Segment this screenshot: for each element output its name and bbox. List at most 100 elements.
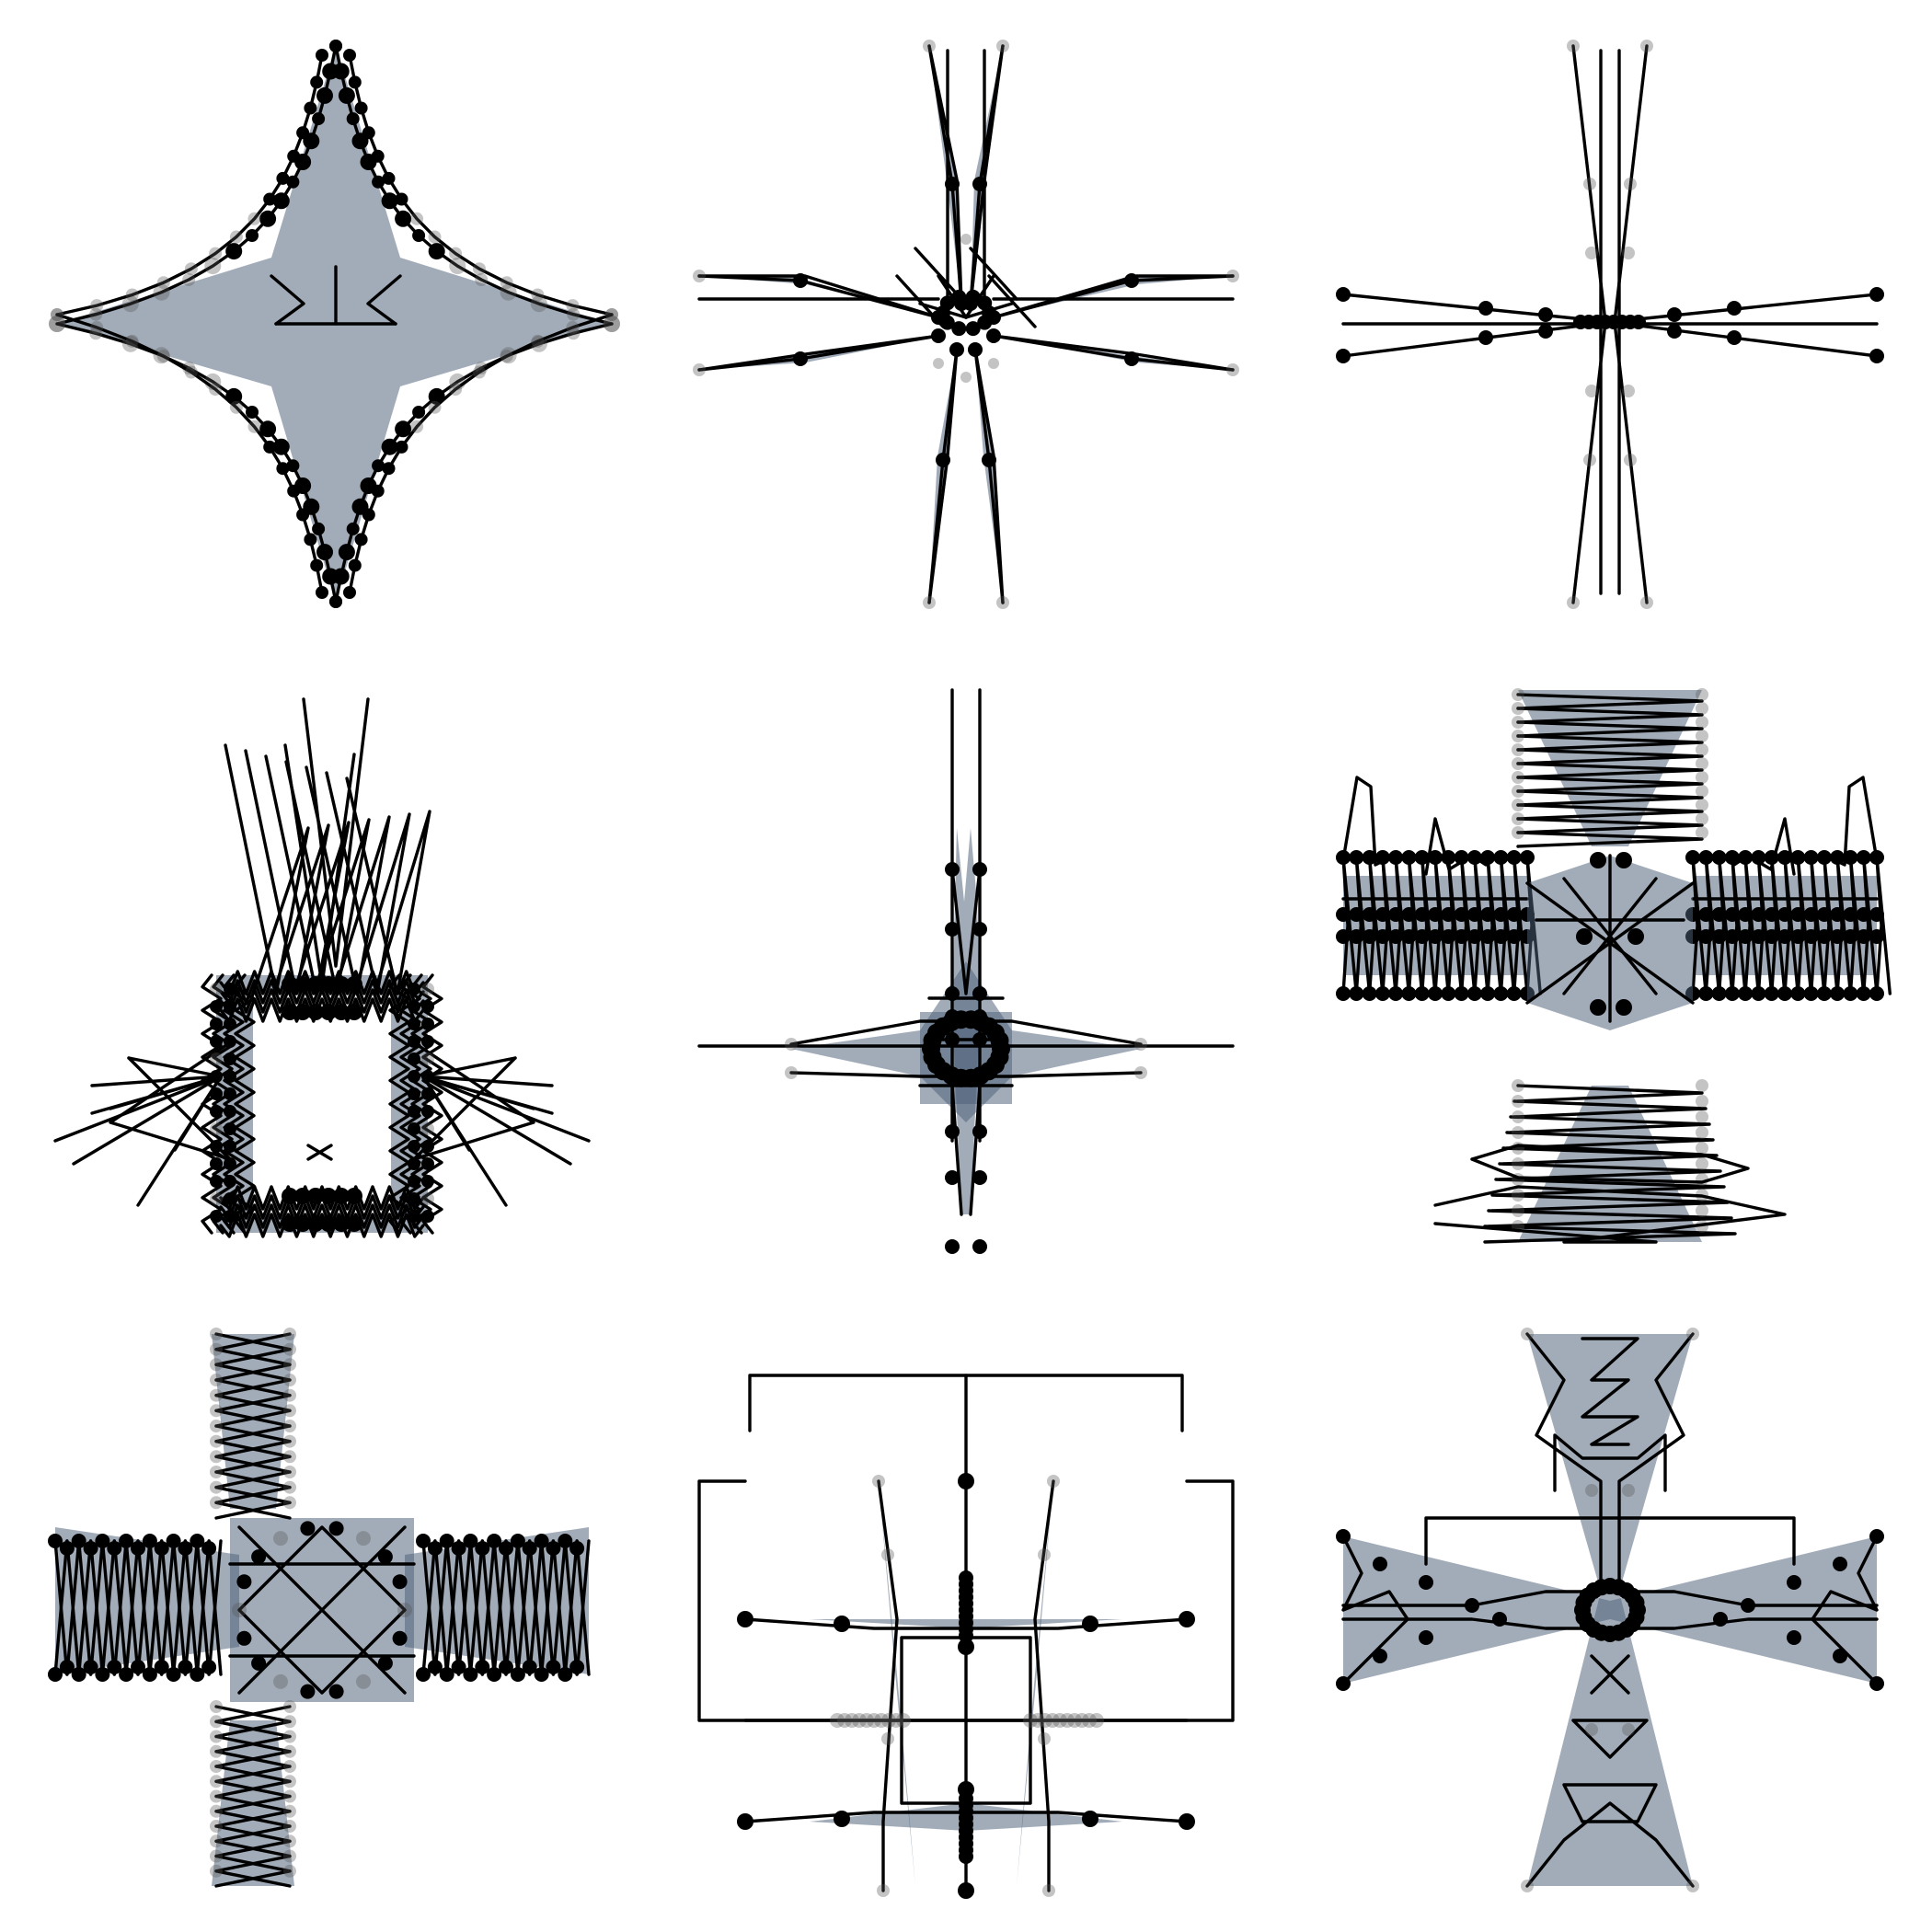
node-faint bbox=[229, 230, 243, 244]
edge-path bbox=[1516, 817, 1704, 834]
node-faint bbox=[1045, 1713, 1060, 1728]
edge-path bbox=[1516, 748, 1704, 765]
node bbox=[1336, 349, 1351, 363]
node bbox=[322, 63, 339, 80]
edge-path bbox=[148, 1539, 164, 1676]
edge-path bbox=[1505, 1131, 1715, 1150]
node bbox=[959, 1628, 973, 1643]
node-faint bbox=[125, 334, 139, 348]
edge-path bbox=[1367, 856, 1385, 995]
edge-path bbox=[214, 1409, 292, 1428]
node bbox=[346, 976, 362, 993]
node-faint bbox=[121, 295, 139, 313]
node bbox=[282, 976, 298, 993]
edge-path bbox=[1732, 817, 1796, 876]
edge-path bbox=[456, 1539, 473, 1676]
node-faint bbox=[283, 1450, 296, 1464]
node bbox=[307, 1215, 324, 1232]
node-faint bbox=[356, 1673, 371, 1689]
edge-path bbox=[575, 1539, 591, 1676]
edge-path bbox=[1691, 856, 1708, 995]
edge-path bbox=[1473, 856, 1489, 995]
edge-path bbox=[1033, 1479, 1055, 1892]
node bbox=[224, 1157, 236, 1170]
node bbox=[1336, 929, 1351, 944]
edge-path bbox=[1486, 856, 1503, 995]
node-faint bbox=[410, 420, 424, 433]
node bbox=[259, 210, 277, 227]
edge-path bbox=[1512, 1099, 1708, 1119]
node bbox=[1869, 1676, 1884, 1691]
node-faint bbox=[1696, 1110, 1708, 1123]
node bbox=[972, 1124, 987, 1139]
node bbox=[1441, 929, 1456, 944]
node bbox=[1816, 986, 1832, 1001]
node bbox=[210, 1105, 223, 1118]
node-faint bbox=[210, 1834, 223, 1848]
node bbox=[408, 1210, 420, 1223]
node bbox=[1454, 929, 1469, 944]
node bbox=[408, 1000, 420, 1013]
node bbox=[377, 1549, 393, 1565]
diagram-group bbox=[1336, 1328, 1884, 1892]
node bbox=[224, 1105, 236, 1118]
edge-path bbox=[214, 1719, 292, 1739]
shaded-region bbox=[1017, 1481, 1053, 1886]
node bbox=[1576, 928, 1593, 945]
node bbox=[371, 149, 385, 163]
node-faint bbox=[531, 288, 545, 302]
node-faint bbox=[156, 350, 170, 363]
node bbox=[294, 1004, 311, 1020]
edge-path bbox=[214, 1439, 292, 1459]
node bbox=[945, 1239, 960, 1254]
node-faint bbox=[1624, 178, 1637, 190]
edge-path bbox=[325, 771, 411, 995]
edge-path bbox=[214, 1779, 292, 1799]
node bbox=[392, 1630, 408, 1646]
node bbox=[346, 112, 360, 126]
node bbox=[463, 1534, 478, 1548]
node bbox=[307, 1004, 324, 1020]
node bbox=[210, 1210, 223, 1223]
node bbox=[320, 1215, 337, 1232]
diagram-group bbox=[697, 688, 1235, 1254]
edge-path bbox=[1562, 1783, 1658, 1823]
node bbox=[210, 1087, 223, 1100]
node bbox=[421, 1000, 434, 1013]
node-faint bbox=[1512, 730, 1524, 742]
node-faint bbox=[210, 1192, 223, 1205]
node bbox=[451, 1541, 466, 1556]
node bbox=[210, 1070, 223, 1083]
node-faint bbox=[1226, 363, 1239, 376]
diagram-group bbox=[53, 697, 591, 1238]
node bbox=[276, 171, 290, 185]
node bbox=[416, 1667, 431, 1682]
node bbox=[1478, 330, 1493, 345]
node-faint bbox=[1512, 1095, 1524, 1108]
node bbox=[1538, 307, 1553, 322]
panel-laced-cross bbox=[0, 1288, 644, 1932]
node bbox=[300, 1684, 316, 1699]
node-faint bbox=[273, 1673, 288, 1689]
node-faint bbox=[1226, 270, 1239, 282]
node bbox=[793, 273, 808, 288]
node-faint bbox=[421, 1052, 434, 1065]
panel-diagram bbox=[49, 40, 620, 608]
node bbox=[939, 295, 955, 311]
edge-path bbox=[992, 274, 1235, 319]
node bbox=[1506, 986, 1522, 1001]
node bbox=[1631, 315, 1646, 329]
node bbox=[945, 1170, 960, 1185]
node bbox=[210, 1157, 223, 1170]
node-faint bbox=[428, 230, 442, 244]
node-faint bbox=[283, 1775, 296, 1788]
node bbox=[224, 1000, 236, 1013]
edge-path bbox=[270, 274, 305, 326]
node-faint bbox=[1521, 1880, 1534, 1892]
panel-small-cross bbox=[644, 644, 1288, 1288]
node bbox=[421, 1070, 434, 1083]
edge-path bbox=[1341, 776, 1386, 867]
node bbox=[1480, 986, 1496, 1001]
node bbox=[304, 101, 317, 115]
node bbox=[142, 1667, 157, 1682]
